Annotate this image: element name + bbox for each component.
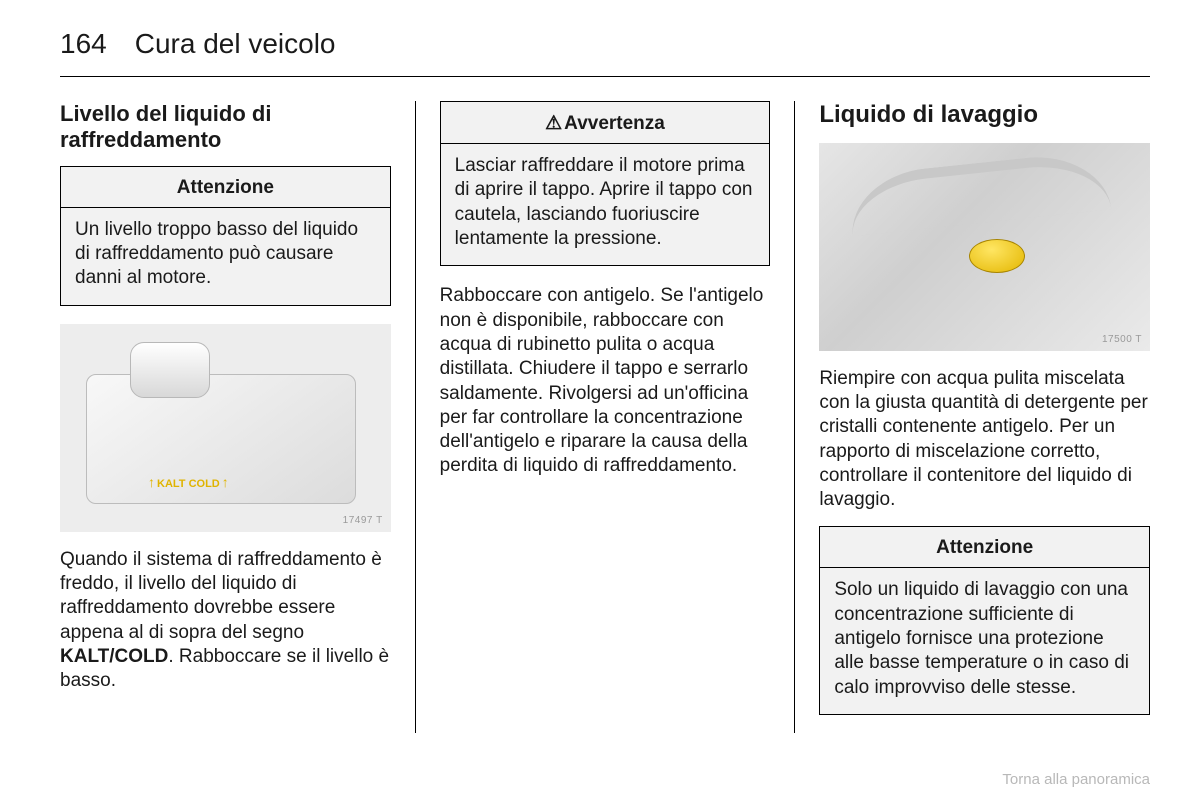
warning-title-text: Avvertenza bbox=[564, 113, 665, 134]
antifreeze-paragraph: Rabboccare con antigelo. Se l'antigelo n… bbox=[440, 284, 771, 479]
chapter-title: Cura del veicolo bbox=[135, 28, 336, 60]
figure-label: 17500 T bbox=[1102, 334, 1142, 345]
coolant-cap-shape bbox=[130, 342, 210, 398]
columns: Livello del liquido di raffreddamento At… bbox=[60, 101, 1150, 733]
attention-title: Attenzione bbox=[820, 527, 1149, 568]
attention-body: Un livello troppo basso del liquido di r… bbox=[61, 208, 390, 305]
attention-title: Attenzione bbox=[61, 167, 390, 208]
page-number: 164 bbox=[60, 28, 107, 60]
column-3: Liquido di lavaggio 17500 T Riempire con… bbox=[819, 101, 1150, 733]
warning-box: ⚠Avvertenza Lasciar raffreddare il motor… bbox=[440, 101, 771, 266]
attention-box-washer: Attenzione Solo un liquido di lavaggio c… bbox=[819, 526, 1150, 715]
washer-paragraph: Riempire con acqua pulita miscelata con … bbox=[819, 367, 1150, 513]
coolant-level-heading: Livello del liquido di raffreddamento bbox=[60, 101, 391, 154]
warning-body: Lasciar raffreddare il motore prima di a… bbox=[441, 144, 770, 265]
figure-label: 17497 T bbox=[343, 515, 383, 526]
warning-icon: ⚠ bbox=[545, 113, 562, 134]
attention-body: Solo un liquido di lavaggio con una conc… bbox=[820, 568, 1149, 714]
column-divider bbox=[794, 101, 795, 733]
column-divider bbox=[415, 101, 416, 733]
warning-title: ⚠Avvertenza bbox=[441, 102, 770, 144]
back-to-overview-link[interactable]: Torna alla panoramica bbox=[1002, 771, 1150, 788]
attention-box-coolant: Attenzione Un livello troppo basso del l… bbox=[60, 166, 391, 306]
washer-cap-shape bbox=[969, 239, 1025, 273]
kalt-text: KALT COLD bbox=[157, 478, 220, 490]
coolant-paragraph: Quando il sistema di raffreddamento è fr… bbox=[60, 548, 391, 694]
coolant-tank-figure: ↑KALT COLD↑ 17497 T bbox=[60, 324, 391, 532]
arrow-up-icon: ↑ bbox=[222, 474, 229, 490]
column-1: Livello del liquido di raffreddamento At… bbox=[60, 101, 391, 733]
page: 164 Cura del veicolo Livello del liquido… bbox=[0, 0, 1200, 733]
text: Quando il sistema di raffreddamento è fr… bbox=[60, 549, 382, 643]
washer-fluid-figure: 17500 T bbox=[819, 143, 1150, 351]
column-2: ⚠Avvertenza Lasciar raffreddare il motor… bbox=[440, 101, 771, 733]
kalt-cold-label: ↑KALT COLD↑ bbox=[146, 474, 231, 490]
washer-fluid-heading: Liquido di lavaggio bbox=[819, 101, 1150, 129]
arrow-up-icon: ↑ bbox=[148, 474, 155, 490]
page-header: 164 Cura del veicolo bbox=[60, 28, 1150, 77]
kalt-cold-bold: KALT/COLD bbox=[60, 646, 168, 667]
